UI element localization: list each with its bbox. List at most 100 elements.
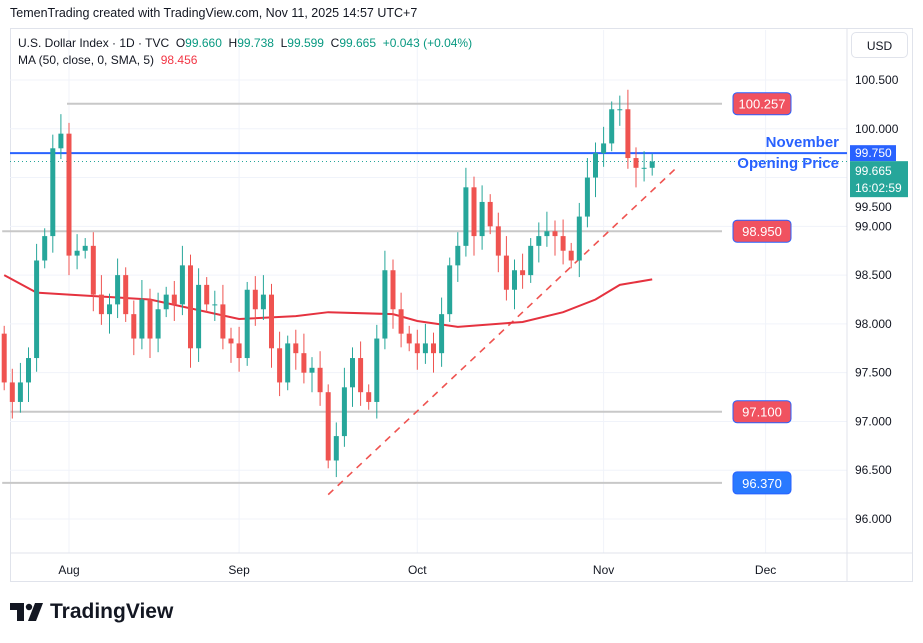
candle [398,292,404,348]
x-tick-label: Aug [58,563,79,577]
candle [1,325,7,391]
candle-body [236,343,242,359]
trend-line [327,167,678,496]
candle [179,245,185,316]
level-label: 97.100 [742,405,782,420]
candle-body [220,304,226,339]
level-label-box [732,219,792,243]
candle [115,258,121,319]
candle-body [285,343,291,383]
candle [90,232,96,312]
candle-body [277,348,283,383]
level-label-box [732,92,792,116]
candle [617,95,623,126]
candle [285,335,291,391]
candle [390,259,396,329]
candle [455,232,461,282]
level-label: 98.950 [742,224,782,239]
candle [406,325,412,352]
november-label: November [766,134,840,151]
x-tick-label: Sep [228,563,250,577]
candle-body [439,314,445,354]
open-value: 99.660 [185,36,222,50]
candle [431,332,436,373]
candle [252,276,258,326]
candle-body [431,343,436,354]
candle [422,323,428,364]
candle [593,142,598,198]
candle-body [398,309,404,334]
candle-body [1,333,7,383]
candle-body [593,153,598,178]
candle [625,89,631,169]
candle-body [252,289,258,310]
candle [528,238,534,283]
candle [382,250,388,350]
close-label: C [330,36,340,50]
logo-text: TradingView [50,600,174,623]
candle-body [139,299,145,339]
candle [350,347,355,407]
candle [649,153,655,176]
candle-body [447,265,453,315]
candle [260,275,266,320]
candle-body [82,245,88,251]
candle-body [163,294,169,310]
candle-body [9,382,15,402]
candle-body [495,226,501,256]
x-tick-label: Dec [755,563,776,577]
candle [269,283,274,368]
candle [204,277,210,313]
candle-body [584,177,590,217]
candle-body [34,260,40,359]
high-value: 99.738 [237,36,274,50]
candle [50,134,56,253]
level-label-box [732,400,792,424]
x-tick-label: Nov [593,563,614,577]
candle-body [66,133,72,256]
candle-body [260,294,266,310]
candle [317,351,323,406]
last-price-axis-box [850,161,908,198]
candle-body [576,216,582,261]
candle [447,257,453,322]
candle-body [333,436,339,461]
candle [471,176,477,256]
candle [333,422,339,478]
candle-body [358,358,364,393]
candle [325,384,331,469]
ma-value: 98.456 [160,53,198,67]
high-label: H [228,36,238,50]
chart-credit: TemenTrading created with TradingView.co… [10,6,418,20]
candle-body [544,231,550,237]
candle-body [471,187,477,237]
candle-body [147,299,153,339]
candle-body [601,143,607,154]
candle [277,331,283,397]
candle [309,357,315,393]
candle [414,329,420,370]
tradingview-logo[interactable]: TradingView [10,600,173,624]
candle-body [309,367,315,373]
candle [560,219,566,265]
candle [139,279,145,350]
candle [212,290,218,321]
y-tick-label: 100.000 [855,122,899,136]
low-value: 99.599 [287,36,324,50]
candle-body [568,250,574,261]
candle [82,238,88,259]
candle-body [50,148,56,237]
candle-body [366,392,372,402]
candle-body [560,236,566,251]
candle-body [633,158,639,168]
candle [220,284,226,350]
candle-body [42,236,48,261]
candle-body [350,358,355,388]
y-tick-label: 96.000 [855,512,892,526]
candle [123,267,129,322]
candle [584,158,590,228]
candle-body [212,304,218,306]
candle [601,126,607,167]
currency-button[interactable]: USD [851,32,908,58]
